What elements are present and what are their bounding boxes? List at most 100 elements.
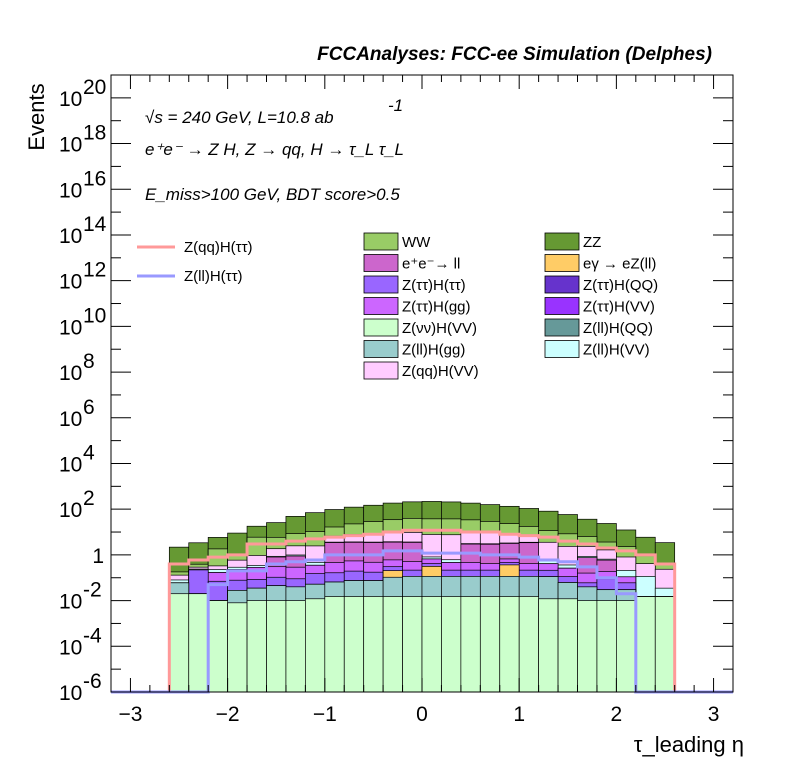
bar-segment [343, 596, 365, 693]
y-tick-exponent: 10 [83, 304, 106, 327]
legend-swatch [363, 297, 399, 315]
bar-segment [654, 596, 676, 693]
y-tick-label: 10 [59, 408, 82, 431]
y-tick-label: 10 [59, 225, 82, 248]
legend-swatch [544, 340, 580, 358]
x-tick-label: −2 [216, 703, 240, 726]
y-tick-exponent: 8 [83, 350, 95, 373]
bar-segment [596, 600, 617, 693]
chart-title: FCCAnalyses: FCC-ee Simulation (Delphes) [317, 44, 712, 65]
bar-segment [538, 598, 559, 693]
legend-label: Z(ll)H(QQ) [583, 320, 653, 337]
bar-segment [499, 596, 520, 693]
y-tick-label: 10 [59, 134, 82, 157]
bar-segment [460, 596, 481, 693]
legend-swatch [544, 232, 580, 251]
bar-segment [402, 596, 423, 693]
axes: −3 −2 −1 0 1 2 3102010181016101410121010108106… [59, 74, 734, 726]
legend-label: Z(ll)H(VV) [583, 342, 650, 359]
legend-swatch [544, 275, 580, 294]
y-axis-label: Events [24, 83, 49, 150]
y-tick-label: 10 [59, 179, 82, 202]
bar-segment [479, 596, 501, 693]
bar-segment [441, 596, 462, 693]
signal-overlays [111, 528, 733, 694]
y-tick-exponent: -4 [83, 624, 102, 647]
y-tick-label: 10 [59, 591, 82, 614]
legend-label: Z(ττ)H(VV) [583, 299, 655, 316]
legend-label: Z(qq)H(VV) [402, 363, 479, 380]
bar-segment [227, 602, 248, 693]
annotation-lumi-exponent: -1 [388, 96, 403, 115]
y-tick-exponent: 2 [83, 487, 95, 510]
bar-segment [363, 596, 384, 693]
legend-label: eγ → eZ(ll) [583, 256, 656, 273]
legend-swatch [363, 254, 399, 272]
y-tick-exponent: 16 [83, 167, 106, 190]
legend-label: ZZ [583, 234, 601, 251]
x-tick-label: 2 [611, 703, 623, 726]
stack-Z(νν)H(VV) [168, 593, 676, 693]
annotation-cuts: E_miss>100 GeV, BDT score>0.5 [145, 185, 400, 204]
bar-segment [382, 596, 403, 693]
legend-swatch [363, 361, 399, 380]
bar-segment [188, 593, 209, 693]
bar-segment [518, 596, 539, 693]
bar-segment [421, 596, 442, 693]
y-tick-exponent: -2 [83, 579, 102, 602]
legend-line-label: Z(qq)H(ττ) [184, 239, 253, 256]
legend-label: Z(νν)H(VV) [402, 320, 477, 337]
y-tick-label: 10 [59, 453, 82, 476]
legend-swatch [363, 232, 399, 251]
annotation-sqrt-s-text: √s = 240 GeV, L=10.8 ab [145, 108, 334, 127]
legend-swatch [363, 275, 399, 294]
legend-swatch [544, 297, 580, 315]
bar-segment [168, 593, 190, 693]
legend-swatch [363, 318, 399, 337]
y-tick-label: 10 [59, 682, 82, 705]
legend-label: Z(ττ)H(ττ) [402, 277, 466, 294]
x-tick-label: −3 [118, 703, 142, 726]
legend-label: Z(ττ)H(gg) [402, 299, 471, 316]
legend-swatch [544, 318, 580, 337]
y-tick-label: 10 [59, 316, 82, 339]
bar-segment [616, 600, 637, 693]
bar-segment [305, 598, 326, 693]
bar-segment [246, 600, 267, 693]
annotation-block: √s = 240 GeV, L=10.8 ab -1 e⁺e⁻ → Z H, Z… [145, 96, 404, 204]
y-tick-label: 1 [92, 545, 104, 568]
y-tick-label: 10 [59, 636, 82, 659]
y-tick-exponent: 18 [83, 122, 106, 145]
legend-line-label: Z(ll)H(ττ) [184, 268, 243, 285]
x-axis-label: τ_leading η [634, 732, 744, 757]
bar-segment [207, 600, 228, 693]
y-tick-label: 10 [59, 362, 82, 385]
y-tick-label: 10 [59, 499, 82, 522]
annotation-sqrt-s: √s = 240 GeV, L=10.8 ab [145, 108, 334, 127]
legend: Z(qq)H(ττ) Z(ll)H(ττ) WW ZZ e⁺e⁻→ ll eγ → eZ(… [137, 232, 658, 380]
y-tick-label: 10 [59, 271, 82, 294]
legend-swatch [544, 254, 580, 272]
y-tick-exponent: 4 [83, 441, 95, 464]
legend-swatch [363, 340, 399, 358]
legend-label: Z(ll)H(gg) [402, 342, 465, 359]
legend-label: WW [402, 234, 431, 251]
bar-segment [324, 596, 345, 693]
annotation-process: e⁺e⁻ → Z H, Z → qq, H → τ_L τ_L [145, 140, 404, 159]
x-tick-label: 3 [708, 703, 720, 726]
x-tick-label: −1 [313, 703, 337, 726]
y-tick-exponent: -6 [83, 670, 102, 693]
y-tick-exponent: 20 [83, 76, 106, 99]
x-tick-label: 0 [416, 703, 428, 726]
y-tick-exponent: 14 [83, 213, 107, 236]
y-tick-exponent: 12 [83, 259, 106, 282]
bar-segment [635, 596, 656, 693]
y-tick-exponent: 6 [83, 396, 95, 419]
y-tick-label: 10 [59, 88, 82, 111]
series-line-Z(ll)H(ττ) [111, 549, 733, 694]
legend-label: Z(ττ)H(QQ) [583, 277, 658, 294]
bar-segment [577, 600, 598, 693]
series-line-Z(qq)H(ττ) [111, 528, 733, 694]
bar-segment [285, 600, 306, 693]
